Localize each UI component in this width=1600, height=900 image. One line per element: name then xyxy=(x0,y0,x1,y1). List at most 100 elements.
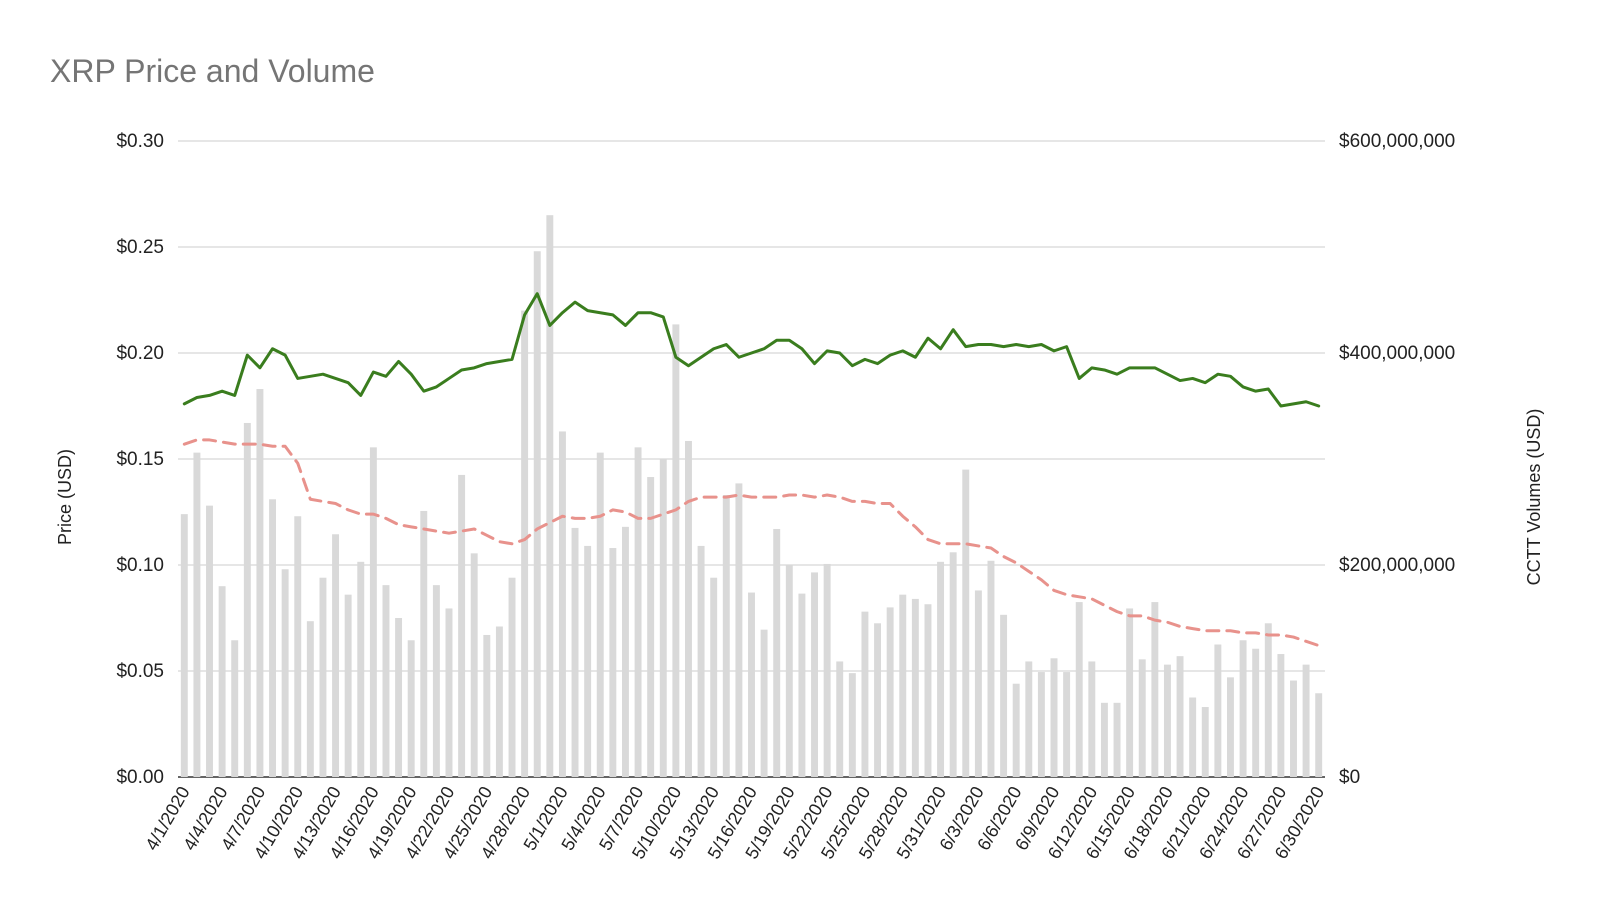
volume-bar xyxy=(1088,661,1096,777)
volume-bar xyxy=(1000,614,1008,777)
volume-bar xyxy=(319,577,327,777)
volume-bar xyxy=(1075,602,1083,777)
y2-axis-title: CCTT Volumes (USD) xyxy=(1524,409,1544,586)
volume-bar xyxy=(558,431,566,777)
volume-bar xyxy=(710,577,718,777)
y2-tick-label: $600,000,000 xyxy=(1339,131,1455,152)
volume-bar xyxy=(1201,707,1209,777)
volume-bar xyxy=(848,673,856,777)
volume-bar xyxy=(218,586,226,777)
volume-bar xyxy=(974,590,982,777)
volume-bar xyxy=(193,452,201,777)
volume-bar xyxy=(697,545,705,777)
volume-bar xyxy=(1151,602,1159,777)
volume-bar xyxy=(609,548,617,777)
volume-bar xyxy=(596,452,604,777)
y-tick-label: $0.00 xyxy=(116,767,164,788)
volume-bar xyxy=(1012,683,1020,777)
volume-bar xyxy=(231,640,239,777)
volume-bar xyxy=(685,440,692,777)
volume-bar xyxy=(470,553,478,777)
y2-tick-label: $400,000,000 xyxy=(1339,343,1455,364)
volume-bar xyxy=(987,560,995,777)
volume-bar xyxy=(798,593,806,777)
volume-bars xyxy=(180,215,1323,778)
volume-bar xyxy=(949,552,957,777)
volume-bar xyxy=(382,585,390,777)
volume-bar xyxy=(1252,648,1260,777)
volume-bar xyxy=(962,469,970,777)
volume-bar xyxy=(180,514,188,777)
volume-bar xyxy=(294,516,302,777)
y-tick-label: $0.30 xyxy=(116,131,164,152)
volume-bar xyxy=(1277,654,1285,777)
volume-bar xyxy=(937,561,945,777)
volume-bar xyxy=(1290,680,1297,777)
right-axis-ticks: $0 $200,000,000 $400,000,000 $600,000,000 xyxy=(1339,131,1455,788)
volume-bar xyxy=(634,447,642,777)
volume-bar xyxy=(1214,644,1222,777)
y-tick-label: $0.05 xyxy=(116,661,164,682)
volume-bar xyxy=(495,626,503,777)
volume-bar xyxy=(571,527,579,777)
y2-tick-label: $0 xyxy=(1339,767,1360,788)
y-tick-label: $0.10 xyxy=(116,555,164,576)
volume-bar xyxy=(243,422,251,777)
volume-bar xyxy=(584,545,592,777)
volume-bar xyxy=(773,528,781,777)
volume-bar xyxy=(659,459,667,777)
volume-bar xyxy=(924,604,932,777)
volume-bar xyxy=(672,324,680,777)
y-tick-label: $0.25 xyxy=(116,237,164,258)
volume-bar xyxy=(861,611,869,777)
volume-bar xyxy=(533,251,541,778)
volume-bar xyxy=(1163,664,1171,777)
volume-bar xyxy=(1113,702,1121,777)
volume-bar xyxy=(1189,697,1197,777)
volume-bar xyxy=(432,585,440,777)
volume-bar xyxy=(1037,672,1045,777)
volume-bar xyxy=(1227,677,1234,777)
price-lines xyxy=(182,292,1321,648)
volume-bar xyxy=(785,565,793,777)
y2-tick-label: $200,000,000 xyxy=(1339,555,1455,576)
volume-bar xyxy=(886,607,894,777)
volume-bar xyxy=(647,477,655,777)
volume-bar xyxy=(1239,640,1247,777)
volume-bar xyxy=(1302,664,1310,777)
y-tick-label: $0.20 xyxy=(116,343,164,364)
volume-bar xyxy=(546,215,554,777)
volume-bar xyxy=(206,505,213,777)
volume-bar xyxy=(1100,702,1108,777)
volume-bar xyxy=(836,661,844,777)
volume-bar xyxy=(458,474,466,777)
volume-bar xyxy=(445,608,453,777)
volume-bar xyxy=(508,577,516,777)
y-axis-title: Price (USD) xyxy=(55,449,75,545)
volume-bar xyxy=(306,621,314,777)
volume-bar xyxy=(823,563,831,777)
volume-bar xyxy=(911,598,919,777)
volume-bar xyxy=(1176,656,1184,777)
volume-bar xyxy=(281,569,289,777)
volume-bar xyxy=(483,634,491,777)
volume-bar xyxy=(1063,672,1071,777)
volume-bar xyxy=(369,447,377,777)
volume-bar xyxy=(899,594,907,777)
volume-bar xyxy=(332,534,340,777)
volume-bar xyxy=(748,592,755,777)
volume-bar xyxy=(1050,658,1058,777)
price-line xyxy=(182,292,1321,408)
volume-bar xyxy=(722,495,730,777)
volume-bar xyxy=(1126,608,1134,777)
volume-bar xyxy=(621,526,629,777)
volume-bar xyxy=(521,310,529,777)
volume-bar xyxy=(357,561,365,777)
volume-bar xyxy=(395,618,403,777)
volume-bar xyxy=(344,594,352,777)
moving-average-line xyxy=(182,438,1321,648)
volume-bar xyxy=(1138,659,1146,777)
left-axis-ticks: $0.00 $0.05 $0.10 $0.15 $0.20 $0.25 $0.30 xyxy=(116,131,164,788)
